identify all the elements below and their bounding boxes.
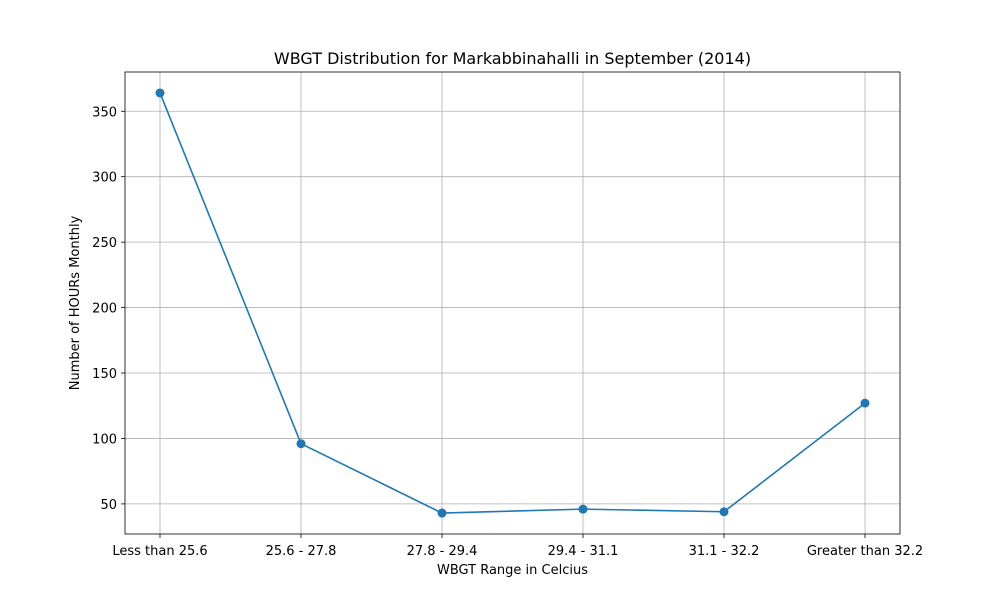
x-tick-label: 27.8 - 29.4 xyxy=(407,544,478,559)
y-tick-label: 200 xyxy=(92,302,117,317)
plot-frame xyxy=(124,71,901,535)
series-layer xyxy=(155,88,870,518)
ticks: Less than 25.6 25.6 - 27.8 27.8 - 29.4 29.4… xyxy=(92,105,923,559)
y-tick-label: 250 xyxy=(92,236,117,251)
x-tick-label: 31.1 - 32.2 xyxy=(689,544,760,559)
chart-title: WBGT Distribution for Markabbinahalli in… xyxy=(274,49,751,68)
series-line xyxy=(159,92,866,514)
data-point xyxy=(578,504,588,514)
y-tick-label: 300 xyxy=(92,171,117,186)
y-tick-label: 50 xyxy=(100,498,117,513)
y-tick-label: 350 xyxy=(92,105,117,120)
x-tick-label: Less than 25.6 xyxy=(112,544,207,559)
data-point xyxy=(155,88,165,98)
x-tick-label: Greater than 32.2 xyxy=(807,544,923,559)
data-point xyxy=(296,439,306,449)
data-point xyxy=(860,398,870,408)
y-tick-label: 100 xyxy=(92,432,117,447)
y-axis-label: Number of HOURs Monthly xyxy=(68,215,83,390)
x-tick-label: 29.4 - 31.1 xyxy=(548,544,619,559)
data-point xyxy=(719,507,729,517)
data-point xyxy=(437,508,447,518)
grid xyxy=(125,72,900,534)
x-axis-label: WBGT Range in Celcius xyxy=(437,563,588,578)
y-tick-label: 150 xyxy=(92,367,117,382)
x-tick-label: 25.6 - 27.8 xyxy=(266,544,337,559)
